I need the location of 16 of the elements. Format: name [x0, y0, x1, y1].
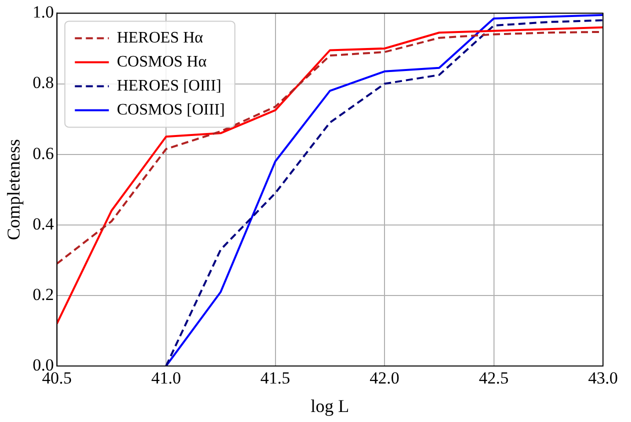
legend-label: COSMOS [OIII]	[116, 101, 225, 118]
x-tick-label: 42.5	[478, 368, 509, 388]
x-tick-label: 42.0	[370, 368, 400, 388]
x-tick-label: 41.0	[151, 368, 181, 388]
y-tick-label: 0.2	[32, 284, 54, 304]
y-tick-label: 0.8	[32, 73, 54, 92]
x-axis-title: log L	[310, 396, 350, 416]
legend-label: HEROES Hα	[116, 29, 204, 46]
legend-label: HEROES [OIII]	[116, 77, 222, 94]
x-tick-label: 41.5	[260, 368, 290, 388]
y-tick-label: 0.4	[32, 214, 54, 234]
y-axis-title: Completeness	[4, 139, 24, 240]
x-tick-label: 43.0	[588, 368, 618, 388]
legend-label: COSMOS Hα	[116, 53, 208, 70]
y-tick-label: 1.0	[32, 2, 54, 22]
y-tick-label: 0.6	[32, 144, 54, 163]
